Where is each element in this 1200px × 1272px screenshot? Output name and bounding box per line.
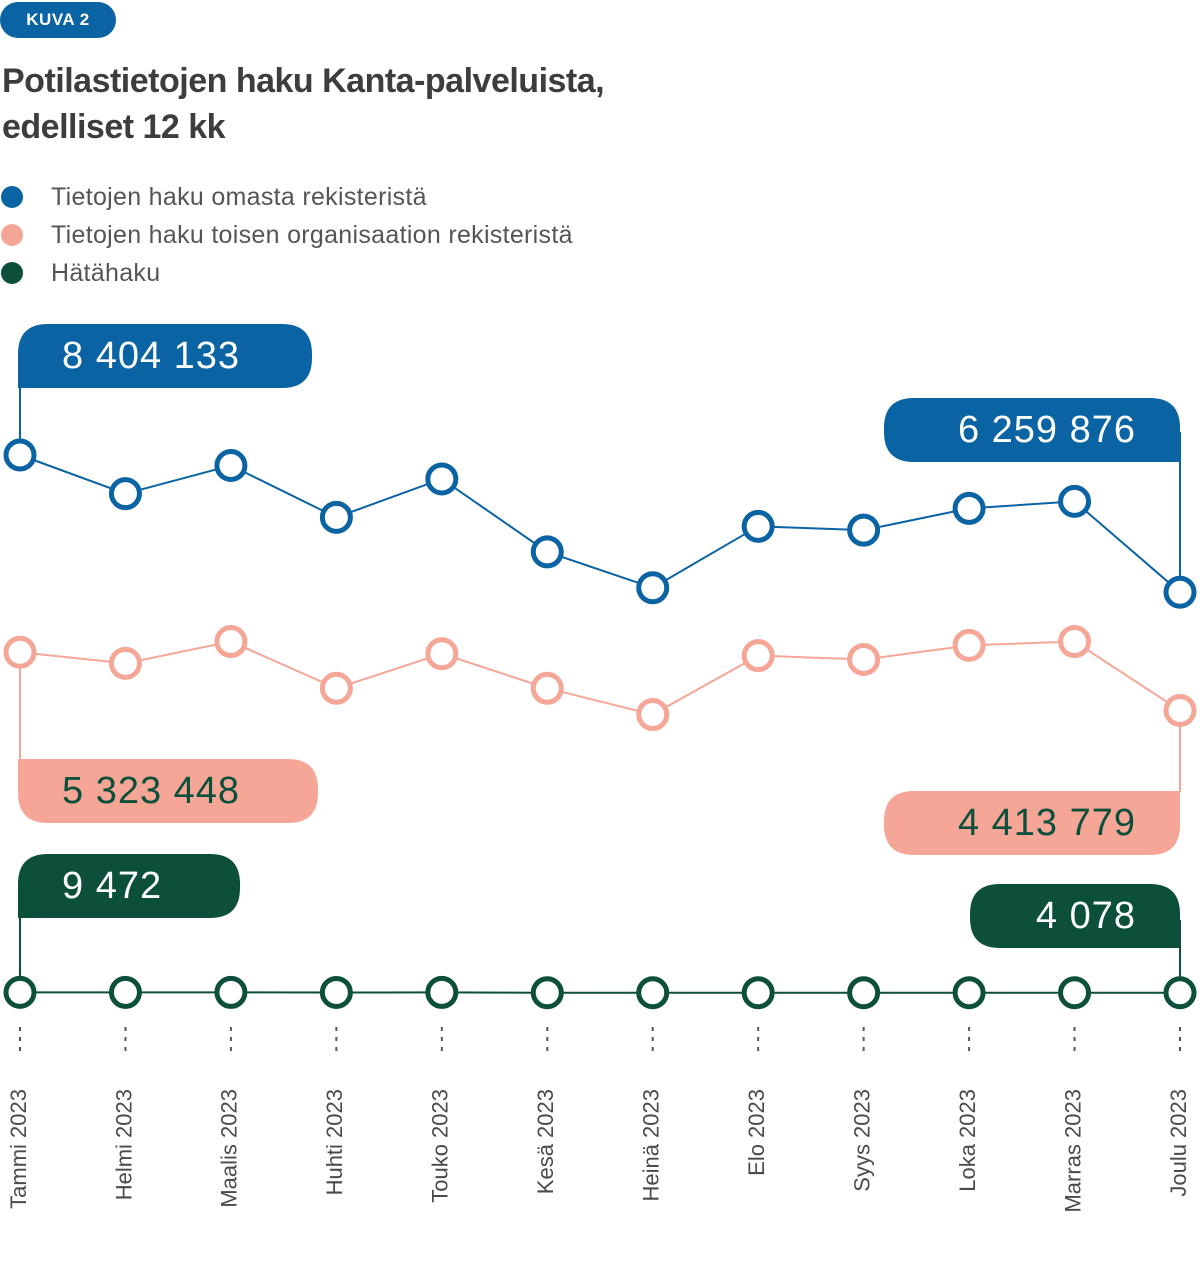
series-0-callout-label-11: 6 259 876: [958, 409, 1136, 451]
legend-dot-green-icon: [1, 262, 23, 284]
series-0-point-9: [952, 491, 986, 525]
legend-label-emergency-search: Hätähaku: [51, 258, 161, 287]
series-1-callout-label-11: 4 413 779: [958, 802, 1136, 844]
chart-title-line2: edelliset 12 kk: [2, 108, 226, 146]
series-2-point-3: [319, 975, 353, 1009]
legend-label-other-organisation: Tietojen haku toisen organisaation rekis…: [51, 220, 573, 249]
series-1-point-7: [741, 639, 775, 673]
series-1-point-9: [952, 628, 986, 662]
figure-badge: KUVA 2: [0, 2, 116, 38]
series-1-point-2: [214, 625, 248, 659]
series-2-point-5: [530, 976, 564, 1010]
series-1-line: [19, 640, 1181, 716]
legend-item-own-registry: Tietojen haku omasta rekisteristä: [0, 178, 573, 216]
series-0-callout-label-0: 8 404 133: [62, 335, 240, 377]
series-0-callout-box-11: [884, 398, 1180, 462]
series-0-point-5: [530, 535, 564, 569]
x-tick-label-11: Joulu 2023: [1166, 1089, 1191, 1197]
series-0-line: [19, 454, 1181, 594]
legend: Tietojen haku omasta rekisteristä Tietoj…: [0, 178, 573, 292]
series-2-point-6: [636, 976, 670, 1010]
series-0-point-2: [214, 449, 248, 483]
series-1-callout-box-0: [18, 759, 318, 823]
x-tick-label-3: Huhti 2023: [322, 1089, 347, 1195]
series-1-point-10: [1058, 625, 1092, 659]
legend-item-other-organisation: Tietojen haku toisen organisaation rekis…: [0, 216, 573, 254]
series-2-point-2: [214, 975, 248, 1009]
series-1-point-11: [1163, 693, 1197, 727]
series-2-point-4: [425, 975, 459, 1009]
series-0-point-4: [425, 462, 459, 496]
legend-item-emergency-search: Hätähaku: [0, 254, 573, 292]
series-2-point-11: [1163, 976, 1197, 1010]
x-tick-label-6: Heinä 2023: [639, 1089, 664, 1202]
series-1-point-8: [847, 642, 881, 676]
series-0-point-10: [1058, 484, 1092, 518]
series-0-point-8: [847, 513, 881, 547]
series-1-point-4: [425, 637, 459, 671]
series-2-callout-box-11: [970, 884, 1180, 948]
x-tick-label-9: Loka 2023: [955, 1089, 980, 1192]
series-1-point-0: [3, 635, 37, 669]
x-tick-label-7: Elo 2023: [744, 1089, 769, 1176]
series-0-callout-box-0: [18, 324, 312, 388]
series-0-point-6: [636, 571, 670, 605]
series-0-point-3: [319, 500, 353, 534]
series-2-callout-label-11: 4 078: [1036, 895, 1136, 937]
legend-dot-blue-icon: [1, 186, 23, 208]
series-0-point-0: [3, 438, 37, 472]
series-1-point-5: [530, 671, 564, 705]
series-1-point-3: [319, 671, 353, 705]
series-2-callout-label-0: 9 472: [62, 865, 162, 907]
series-2-callout-box-0: [18, 854, 240, 918]
x-tick-label-8: Syys 2023: [849, 1089, 874, 1192]
series-2-point-10: [1058, 976, 1092, 1010]
legend-label-own-registry: Tietojen haku omasta rekisteristä: [51, 182, 427, 211]
series-2-point-8: [847, 976, 881, 1010]
series-1-point-1: [108, 646, 142, 680]
x-tick-label-0: Tammi 2023: [6, 1089, 31, 1209]
series-0-point-11: [1163, 575, 1197, 609]
series-1-callout-box-11: [884, 791, 1180, 855]
series-2-point-1: [108, 975, 142, 1009]
x-tick-label-5: Kesä 2023: [533, 1089, 558, 1194]
series-2-point-0: [3, 975, 37, 1009]
series-0-point-7: [741, 509, 775, 543]
series-2-point-9: [952, 976, 986, 1010]
series-2-point-7: [741, 976, 775, 1010]
x-tick-label-4: Touko 2023: [428, 1089, 453, 1203]
series-0-point-1: [108, 477, 142, 511]
x-tick-label-1: Helmi 2023: [111, 1089, 136, 1200]
series-1-point-6: [636, 698, 670, 732]
series-1-callout-label-0: 5 323 448: [62, 770, 240, 812]
x-tick-label-2: Maalis 2023: [217, 1089, 242, 1208]
x-tick-label-10: Marras 2023: [1060, 1089, 1085, 1213]
chart-title: Potilastietojen haku Kanta-palveluista, …: [2, 58, 605, 150]
chart-title-line1: Potilastietojen haku Kanta-palveluista,: [2, 62, 605, 100]
legend-dot-pink-icon: [1, 224, 23, 246]
